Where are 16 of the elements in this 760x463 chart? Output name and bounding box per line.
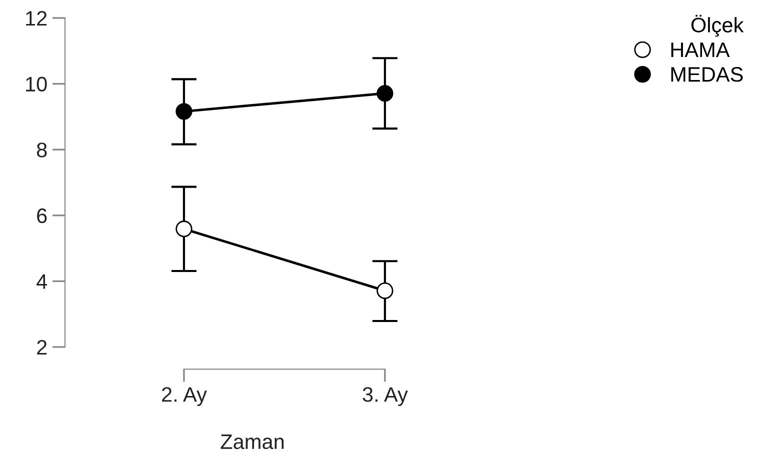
y-tick-label: 8 — [36, 142, 47, 158]
y-tick-label: 6 — [37, 208, 47, 224]
y-tick-label: 12 — [26, 11, 47, 26]
x-tick-label: 2. Ay — [162, 387, 207, 406]
point — [176, 103, 192, 120]
point — [376, 85, 394, 102]
legend-title: Ölçek — [691, 14, 744, 37]
x-tick-label: 3. Ay — [362, 387, 408, 406]
legend-label: HAMA — [671, 42, 730, 57]
point — [376, 282, 394, 300]
legend-label: MEDAS — [671, 67, 743, 82]
y-tick-label: 10 — [26, 76, 47, 92]
x-axis-title: Zaman — [220, 434, 284, 450]
y-tick-label: 4 — [36, 274, 48, 289]
y-tick-label: 2 — [37, 340, 47, 355]
point — [176, 220, 192, 238]
